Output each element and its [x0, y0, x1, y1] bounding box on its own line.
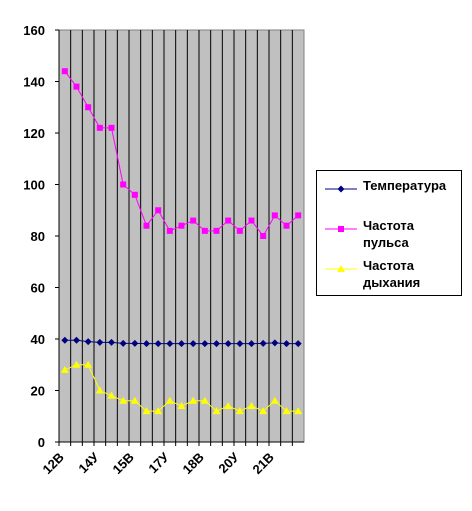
point — [212, 407, 221, 415]
point — [120, 181, 127, 188]
point — [177, 401, 186, 409]
point — [130, 396, 139, 404]
x-tick-label: 12В — [39, 450, 66, 477]
point — [84, 338, 92, 346]
x-tick-label: 18В — [179, 450, 206, 477]
point — [108, 124, 115, 131]
x-tick-label: 14У — [75, 449, 102, 476]
legend-item: Частота пульса — [323, 217, 459, 257]
point — [189, 340, 197, 348]
x-tick-label: 21В — [249, 450, 276, 477]
point — [61, 336, 69, 344]
point — [271, 212, 278, 219]
point — [166, 340, 174, 348]
point — [108, 338, 115, 346]
point — [283, 340, 290, 348]
point — [294, 340, 302, 348]
point — [236, 340, 244, 348]
y-tick-label: 100 — [23, 178, 45, 193]
point — [236, 227, 243, 234]
point — [200, 396, 209, 404]
point — [165, 396, 174, 404]
y-tick-label: 80 — [31, 229, 45, 244]
y-tick-label: 60 — [31, 281, 45, 296]
point — [178, 222, 185, 229]
point — [201, 340, 209, 348]
point — [235, 407, 244, 415]
legend-label: Частота пульса — [363, 218, 415, 250]
x-tick-label: 17У — [145, 449, 172, 476]
legend-marker — [338, 226, 344, 232]
point — [259, 339, 267, 347]
point — [95, 386, 104, 394]
y-tick-label: 160 — [23, 23, 45, 38]
point — [73, 83, 80, 90]
point — [259, 407, 268, 415]
legend: Температура Частота пульса Частота дыхания — [316, 170, 462, 296]
point — [248, 217, 255, 224]
legend-label: Температура — [363, 178, 447, 193]
point — [247, 401, 256, 409]
point — [166, 227, 173, 234]
point — [295, 212, 302, 219]
point — [142, 407, 151, 415]
point — [224, 340, 232, 348]
point — [190, 217, 197, 224]
y-tick-label: 120 — [23, 126, 45, 141]
point — [84, 360, 93, 368]
legend-marker — [337, 265, 345, 272]
point — [201, 227, 208, 234]
point — [283, 222, 290, 229]
point — [213, 340, 220, 348]
y-tick-label: 40 — [31, 332, 45, 347]
legend-swatch — [325, 265, 357, 272]
point — [107, 391, 116, 399]
legend-swatch — [325, 226, 357, 232]
legend-item: Температура — [323, 177, 459, 217]
point — [189, 396, 198, 404]
legend-swatch — [325, 185, 357, 193]
point — [60, 365, 69, 373]
point — [225, 217, 232, 224]
point — [154, 340, 162, 348]
point — [61, 68, 68, 75]
point — [119, 339, 127, 347]
x-tick-label: 15В — [109, 450, 136, 477]
point — [260, 233, 267, 239]
point — [96, 338, 104, 346]
point — [178, 340, 185, 348]
point — [248, 340, 255, 348]
point — [119, 396, 128, 404]
point — [294, 407, 303, 415]
y-tick-label: 0 — [38, 435, 45, 450]
plot-area — [58, 29, 305, 443]
point — [270, 396, 279, 404]
point — [213, 227, 220, 234]
point — [143, 340, 150, 348]
point — [96, 124, 103, 131]
point — [143, 222, 150, 229]
point — [73, 336, 80, 344]
y-tick-label: 140 — [23, 75, 45, 90]
point — [154, 407, 163, 415]
legend-marker — [337, 185, 345, 193]
point — [85, 104, 92, 111]
point — [155, 207, 162, 214]
point — [131, 191, 138, 198]
point — [131, 339, 139, 347]
point — [224, 401, 233, 409]
legend-item: Частота дыхания — [323, 257, 459, 297]
point — [271, 339, 279, 347]
point — [72, 360, 81, 368]
point — [282, 407, 291, 415]
legend-label: Частота дыхания — [363, 258, 421, 290]
x-tick-label: 20У — [215, 449, 242, 476]
y-tick-label: 20 — [31, 384, 45, 399]
